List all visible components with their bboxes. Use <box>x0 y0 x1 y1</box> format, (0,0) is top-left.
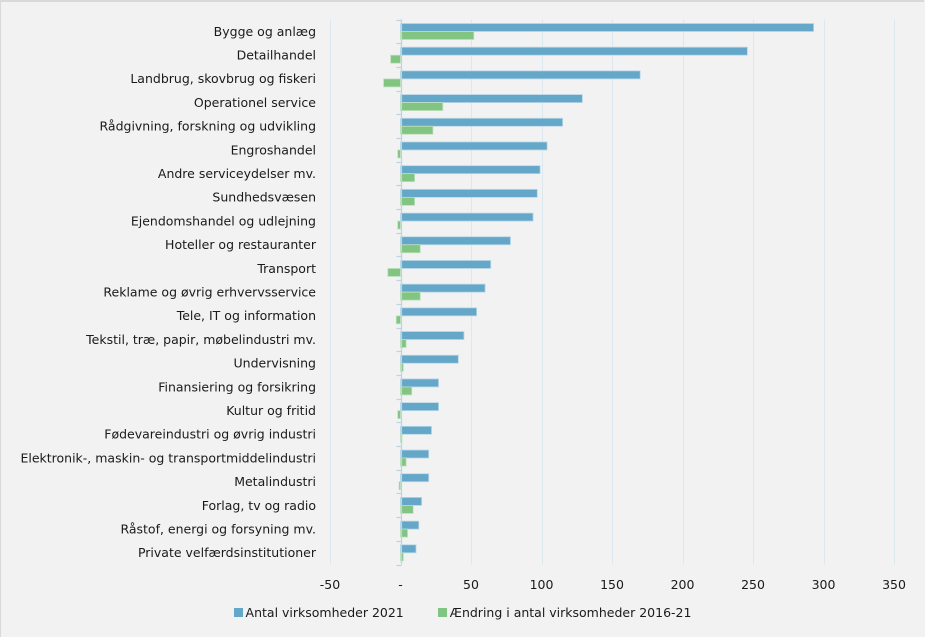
x-tick-label: 100 <box>530 577 554 592</box>
bar-antal-2021 <box>400 70 641 80</box>
category-label: Finansiering og forsikring <box>158 379 316 394</box>
bar-aendring-2016-21 <box>400 31 475 40</box>
bar-aendring-2016-21 <box>400 102 444 111</box>
bar-aendring-2016-21 <box>387 268 401 277</box>
bar-antal-2021 <box>400 260 492 269</box>
legend-swatch-green <box>437 608 447 617</box>
x-tick-label: 200 <box>671 577 695 592</box>
x-tick-label: 250 <box>741 577 765 592</box>
x-tick-label: - <box>398 577 403 592</box>
category-label: Bygge og anlæg <box>214 24 316 39</box>
category-axis <box>396 19 403 567</box>
bar-antal-2021 <box>400 307 478 317</box>
x-tick-labels: -50-50 100 150 200 250 300 350 <box>320 577 906 592</box>
category-label: Transport <box>256 261 316 276</box>
category-label: Andre serviceydelser mv. <box>158 166 316 181</box>
bar-aendring-2016-21 <box>398 481 401 491</box>
bar-aendring-2016-21 <box>400 244 421 254</box>
bar-antal-2021 <box>400 165 541 175</box>
bar-aendring-2016-21 <box>400 196 416 206</box>
legend: Antal virksomheder 2021 Ændring i antal … <box>0 605 925 620</box>
bar-aendring-2016-21 <box>397 149 401 159</box>
bar-antal-2021 <box>400 402 439 412</box>
bars <box>383 23 815 562</box>
bar-aendring-2016-21 <box>400 505 414 514</box>
bar-antal-2021 <box>400 23 815 32</box>
category-label: Forlag, tv og radio <box>202 498 316 513</box>
bar-antal-2021 <box>400 520 420 530</box>
category-label: Rådgivning, forskning og udvikling <box>100 119 317 134</box>
category-label: Engroshandel <box>231 142 316 157</box>
bar-antal-2021 <box>400 212 534 222</box>
bar-aendring-2016-21 <box>400 528 408 538</box>
bar-chart: Bygge og anlæg Detailhandel Landbrug, skov… <box>20 19 906 592</box>
bar-aendring-2016-21 <box>397 220 401 230</box>
bar-aendring-2016-21 <box>400 291 421 301</box>
bar-antal-2021 <box>400 117 564 127</box>
bar-antal-2021 <box>400 331 465 340</box>
bar-antal-2021 <box>400 544 417 554</box>
category-label: Sundhedsvæsen <box>212 190 316 205</box>
bar-antal-2021 <box>400 449 430 459</box>
bar-aendring-2016-21 <box>390 54 401 64</box>
bar-antal-2021 <box>400 425 432 435</box>
x-tick-label: 50 <box>463 577 479 592</box>
legend-label: Ændring i antal virksomheder 2016-21 <box>449 605 692 620</box>
x-tick-label: 150 <box>600 577 624 592</box>
bar-aendring-2016-21 <box>400 386 413 396</box>
bar-antal-2021 <box>400 497 423 506</box>
bar-antal-2021 <box>400 141 548 151</box>
bar-aendring-2016-21 <box>397 410 401 420</box>
category-label: Fødevareindustri og øvrig industri <box>104 427 316 442</box>
bar-aendring-2016-21 <box>400 125 434 135</box>
bar-antal-2021 <box>400 46 748 56</box>
bar-aendring-2016-21 <box>400 457 407 467</box>
category-label: Undervisning <box>234 356 316 371</box>
legend-item-antal: Antal virksomheder 2021 <box>233 605 404 620</box>
x-tick-label: 300 <box>812 577 836 592</box>
category-label: Kultur og fritid <box>226 403 316 418</box>
category-label: Landbrug, skovbrug og fiskeri <box>130 71 316 86</box>
category-label: Operationel service <box>194 95 316 110</box>
legend-swatch-blue <box>233 608 243 617</box>
bar-antal-2021 <box>400 283 486 293</box>
category-label: Ejendomshandel og udlejning <box>131 213 316 228</box>
legend-label: Antal virksomheder 2021 <box>245 605 404 620</box>
legend-item-aendring: Ændring i antal virksomheder 2016-21 <box>437 605 692 620</box>
bar-aendring-2016-21 <box>383 78 401 88</box>
category-labels: Bygge og anlæg Detailhandel Landbrug, skov… <box>20 24 316 560</box>
category-label: Metalindustri <box>234 474 316 489</box>
bar-aendring-2016-21 <box>395 315 401 325</box>
x-tick-label: -50 <box>320 577 340 592</box>
bar-antal-2021 <box>400 354 459 364</box>
category-label: Private velfærdsinstitutioner <box>138 545 317 560</box>
bar-antal-2021 <box>400 378 439 388</box>
category-label: Hoteller og restauranter <box>165 237 317 252</box>
bar-antal-2021 <box>400 473 430 483</box>
category-label: Tekstil, træ, papir, møbelindustri mv. <box>85 332 316 347</box>
bar-aendring-2016-21 <box>400 339 407 348</box>
x-tick-label: 350 <box>882 577 906 592</box>
category-label: Elektronik-, maskin- og transportmiddeli… <box>20 450 316 465</box>
category-label: Tele, IT og information <box>176 308 316 323</box>
category-label: Reklame og øvrig erhvervsservice <box>103 285 316 300</box>
category-label: Råstof, energi og forsyning mv. <box>120 521 316 536</box>
bar-antal-2021 <box>400 188 538 198</box>
category-label: Detailhandel <box>237 48 316 63</box>
bar-aendring-2016-21 <box>400 173 416 183</box>
bar-antal-2021 <box>400 94 583 103</box>
bar-antal-2021 <box>400 236 511 246</box>
